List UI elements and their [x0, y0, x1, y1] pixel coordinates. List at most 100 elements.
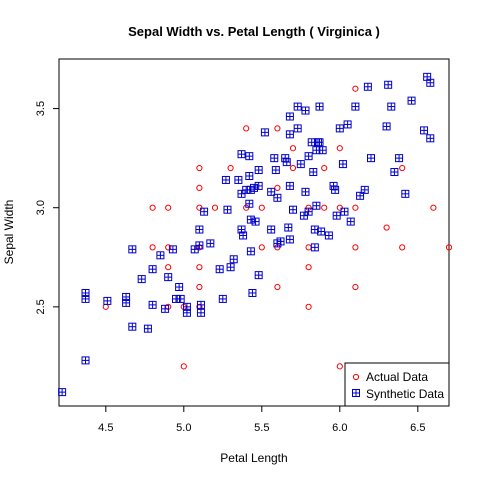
synthetic-data-point: [229, 255, 238, 264]
actual-data-point: [149, 204, 156, 211]
actual-data-point: [274, 283, 281, 291]
synthetic-data-point: [346, 217, 355, 226]
synthetic-data-point: [195, 225, 204, 234]
synthetic-data-point: [175, 283, 184, 292]
synthetic-data-point: [128, 245, 137, 254]
synthetic-data-point: [387, 102, 396, 111]
synthetic-data-point: [137, 275, 146, 284]
synthetic-data-point: [340, 207, 349, 216]
series-synthetic-data: [58, 72, 435, 397]
synthetic-data-point: [285, 130, 294, 139]
synthetic-data-point: [317, 227, 326, 236]
plot-frame: [58, 58, 450, 407]
synthetic-data-point: [122, 298, 131, 307]
synthetic-data-point: [237, 150, 246, 159]
synthetic-data-point: [218, 294, 227, 303]
synthetic-data-point: [301, 187, 310, 196]
x-tick-label: 5.5: [254, 422, 269, 434]
synthetic-data-point: [254, 166, 263, 175]
synthetic-data-point: [267, 225, 276, 234]
synthetic-data-point: [293, 102, 302, 111]
synthetic-data-point: [310, 243, 319, 252]
synthetic-data-point: [343, 120, 352, 129]
y-tick-label: 3.0: [35, 200, 47, 215]
synthetic-data-point: [426, 134, 435, 143]
actual-data-point: [352, 204, 359, 211]
actual-data-point: [227, 164, 234, 172]
synthetic-data-point: [270, 154, 279, 163]
actual-data-point: [321, 204, 328, 211]
synthetic-data-point: [245, 199, 254, 208]
legend: Actual Data Synthetic Data: [344, 362, 450, 407]
synthetic-data-point: [335, 124, 344, 133]
synthetic-data-point: [367, 154, 375, 163]
actual-data-point: [258, 244, 265, 251]
synthetic-data-point: [293, 124, 302, 133]
actual-data-point: [336, 145, 343, 152]
synthetic-data-point: [285, 181, 294, 190]
synthetic-data-point: [285, 235, 294, 244]
actual-data-point: [274, 125, 281, 132]
synthetic-data-point: [182, 308, 191, 317]
synthetic-data-point: [156, 251, 165, 260]
synthetic-data-point: [260, 128, 269, 137]
synthetic-data-point: [246, 247, 255, 256]
synthetic-data-point: [168, 245, 177, 254]
synthetic-data-point: [200, 207, 209, 216]
y-axis: 2.5 3.0 3.5: [35, 101, 59, 315]
actual-data-point: [430, 204, 437, 211]
synthetic-data-point: [351, 102, 360, 111]
synthetic-data-point: [315, 102, 324, 111]
synthetic-data-point: [360, 185, 369, 194]
synthetic-data-point: [382, 122, 391, 131]
synthetic-data-point: [267, 187, 276, 196]
actual-data-point: [352, 244, 359, 251]
synthetic-data-point: [251, 217, 260, 226]
x-tick-label: 5.0: [176, 422, 191, 434]
synthetic-data-point: [324, 231, 333, 240]
synthetic-data-point: [331, 185, 340, 194]
synthetic-data-point: [176, 294, 185, 303]
synthetic-data-point: [309, 168, 318, 177]
y-axis-label: Sepal Width: [2, 200, 16, 265]
synthetic-data-point: [304, 207, 313, 216]
x-tick-label: 4.5: [98, 422, 113, 434]
actual-data-point: [305, 264, 312, 271]
legend-box: [344, 362, 450, 407]
synthetic-data-point: [254, 271, 263, 280]
legend-actual-marker: [352, 373, 360, 381]
actual-data-point: [336, 363, 343, 370]
synthetic-data-point: [196, 308, 205, 317]
legend-actual-label: Actual Data: [366, 370, 428, 384]
legend-synthetic-marker: [352, 389, 360, 397]
synthetic-data-point: [315, 138, 324, 147]
actual-data-point: [258, 204, 265, 211]
synthetic-data-point: [304, 152, 313, 161]
synthetic-data-point: [254, 181, 263, 190]
synthetic-data-point: [148, 300, 157, 309]
legend-synthetic-label: Synthetic Data: [366, 387, 444, 401]
actual-data-point: [383, 224, 390, 231]
synthetic-data-point: [384, 80, 393, 89]
synthetic-data-point: [273, 193, 282, 202]
actual-data-point: [243, 125, 250, 132]
synthetic-data-point: [318, 146, 327, 155]
synthetic-data-point: [301, 106, 310, 115]
synthetic-data-point: [245, 152, 254, 161]
synthetic-data-point: [390, 168, 399, 177]
synthetic-data-point: [234, 175, 243, 184]
synthetic-data-point: [250, 183, 258, 192]
actual-data-point: [399, 164, 406, 172]
x-axis: 4.5 5.0 5.5 6.0 6.5: [98, 406, 425, 434]
synthetic-data-point: [148, 265, 157, 274]
synthetic-data-point: [226, 263, 235, 272]
synthetic-data-point: [196, 300, 205, 309]
actual-data-point: [352, 283, 359, 291]
synthetic-data-point: [284, 223, 293, 232]
actual-data-point: [305, 303, 312, 310]
synthetic-data-point: [81, 294, 90, 303]
synthetic-data-point: [206, 239, 215, 248]
synthetic-data-point: [248, 288, 257, 297]
